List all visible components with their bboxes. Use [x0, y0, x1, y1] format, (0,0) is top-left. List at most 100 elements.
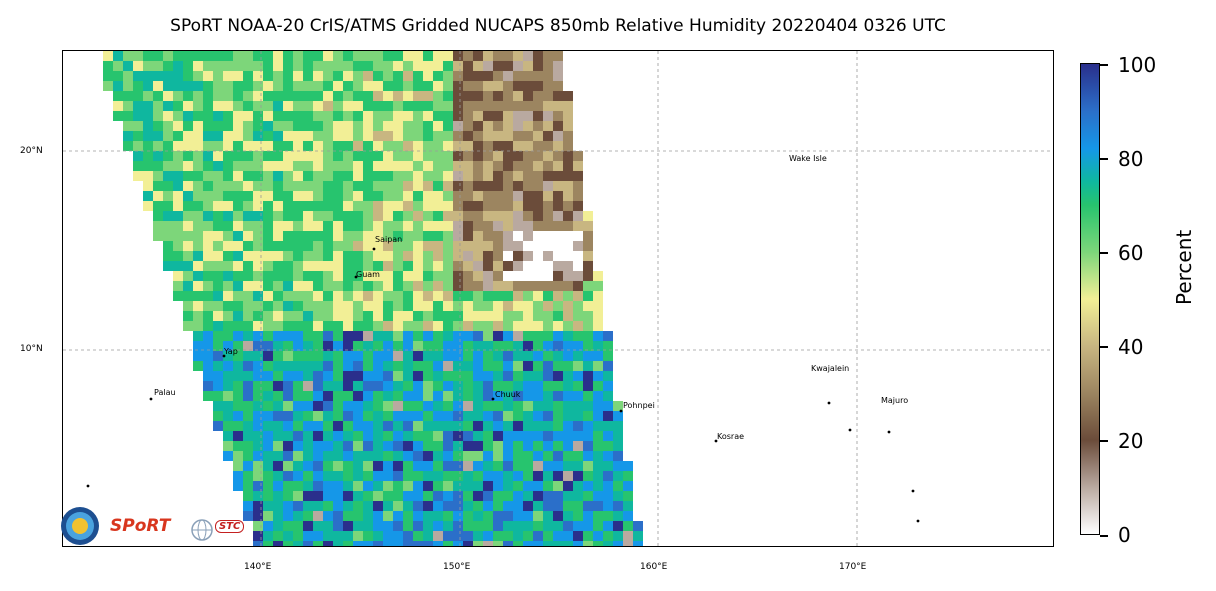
humidity-cell: [593, 411, 603, 421]
humidity-cell: [313, 351, 323, 361]
humidity-cell: [563, 441, 573, 451]
humidity-cell: [363, 521, 373, 531]
humidity-cell: [333, 211, 343, 221]
humidity-cell: [513, 321, 523, 331]
humidity-cell: [293, 71, 303, 81]
humidity-cell: [413, 131, 423, 141]
humidity-cell: [493, 221, 503, 231]
humidity-cell: [373, 311, 383, 321]
humidity-cell: [263, 121, 273, 131]
humidity-cell: [543, 181, 553, 191]
humidity-cell: [343, 201, 353, 211]
humidity-cell: [293, 301, 303, 311]
humidity-cell: [273, 491, 283, 501]
humidity-cell: [393, 131, 403, 141]
humidity-cell: [443, 231, 453, 241]
colorbar-label-40: 40: [1118, 335, 1144, 359]
humidity-cell: [433, 431, 443, 441]
humidity-cell: [203, 351, 213, 361]
humidity-cell: [193, 151, 203, 161]
humidity-cell: [503, 121, 513, 131]
humidity-cell: [273, 121, 283, 131]
humidity-cell: [563, 401, 573, 411]
humidity-cell: [363, 411, 373, 421]
humidity-cell: [553, 441, 563, 451]
humidity-cell: [393, 461, 403, 471]
humidity-cell: [243, 421, 253, 431]
humidity-cell: [483, 271, 493, 281]
humidity-cell: [293, 251, 303, 261]
humidity-cell: [593, 441, 603, 451]
humidity-cell: [343, 511, 353, 521]
humidity-cell: [543, 121, 553, 131]
humidity-cell: [443, 61, 453, 71]
humidity-cell: [603, 421, 613, 431]
humidity-cell: [353, 471, 363, 481]
humidity-cell: [313, 541, 323, 546]
humidity-cell: [543, 171, 553, 181]
humidity-cell: [223, 391, 233, 401]
humidity-cell: [563, 141, 573, 151]
humidity-cell: [393, 371, 403, 381]
humidity-cell: [543, 141, 553, 151]
humidity-cell: [403, 361, 413, 371]
humidity-cell: [323, 401, 333, 411]
humidity-cell: [143, 191, 153, 201]
humidity-cell: [443, 101, 453, 111]
humidity-cell: [233, 111, 243, 121]
humidity-cell: [583, 511, 593, 521]
humidity-cell: [463, 201, 473, 211]
humidity-cell: [523, 261, 533, 271]
humidity-cell: [543, 311, 553, 321]
humidity-cell: [543, 261, 553, 271]
humidity-cell: [273, 441, 283, 451]
humidity-cell: [263, 191, 273, 201]
humidity-cell: [253, 211, 263, 221]
humidity-cell: [553, 481, 563, 491]
humidity-cell: [273, 501, 283, 511]
humidity-cell: [153, 71, 163, 81]
humidity-cell: [223, 91, 233, 101]
humidity-cell: [193, 51, 203, 61]
humidity-cell: [493, 211, 503, 221]
humidity-cell: [553, 291, 563, 301]
humidity-cell: [193, 71, 203, 81]
humidity-cell: [443, 541, 453, 546]
humidity-cell: [283, 91, 293, 101]
humidity-cell: [273, 421, 283, 431]
map-panel: [62, 50, 1054, 547]
humidity-cell: [443, 481, 453, 491]
humidity-cell: [173, 241, 183, 251]
humidity-cell: [253, 521, 263, 531]
humidity-cell: [293, 351, 303, 361]
humidity-cell: [503, 211, 513, 221]
humidity-cell: [443, 331, 453, 341]
humidity-cell: [293, 161, 303, 171]
humidity-cell: [273, 81, 283, 91]
humidity-cell: [323, 101, 333, 111]
humidity-cell: [283, 241, 293, 251]
humidity-cell: [343, 481, 353, 491]
humidity-cell: [543, 161, 553, 171]
humidity-cell: [363, 191, 373, 201]
humidity-cell: [263, 431, 273, 441]
humidity-cell: [563, 531, 573, 541]
humidity-cell: [473, 181, 483, 191]
humidity-cell: [633, 521, 643, 531]
humidity-cell: [443, 281, 453, 291]
humidity-cell: [183, 211, 193, 221]
humidity-cell: [523, 131, 533, 141]
humidity-cell: [423, 411, 433, 421]
humidity-cell: [203, 321, 213, 331]
humidity-cell: [293, 421, 303, 431]
humidity-cell: [313, 121, 323, 131]
humidity-cell: [383, 281, 393, 291]
humidity-cell: [493, 501, 503, 511]
humidity-cell: [493, 251, 503, 261]
humidity-cell: [473, 311, 483, 321]
humidity-cell: [543, 301, 553, 311]
humidity-cell: [153, 191, 163, 201]
humidity-cell: [223, 341, 233, 351]
humidity-cell: [463, 451, 473, 461]
humidity-cell: [243, 391, 253, 401]
